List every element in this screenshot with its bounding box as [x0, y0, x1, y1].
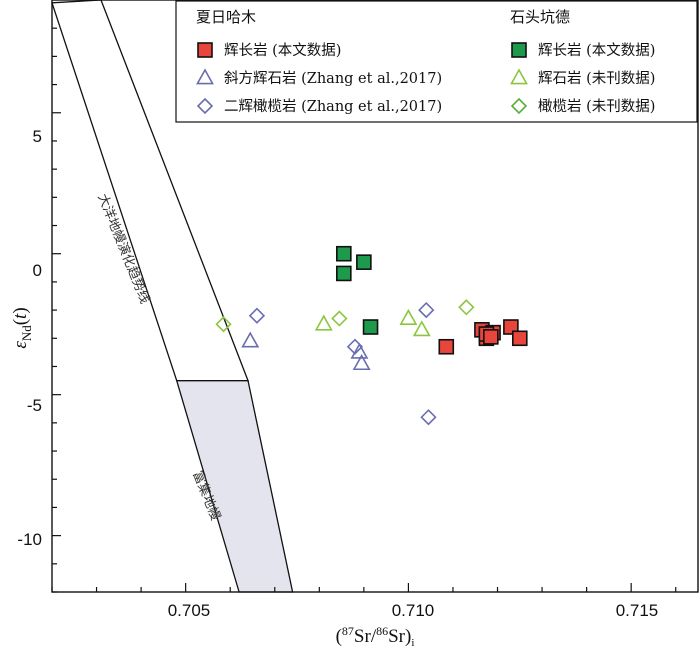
legend-label-5: 辉石岩 (未刊数据) — [538, 70, 655, 87]
data-point-triangle-1-2 — [352, 354, 371, 371]
legend-label-3: 二辉橄榄岩 (Zhang et al.,2017) — [224, 98, 442, 115]
y-axis-title: εNd(t) — [10, 307, 34, 348]
y-tick-label-minus5: -5 — [27, 396, 42, 415]
legend-group-1-title: 夏日哈木 — [196, 8, 256, 26]
legend-label-2: 斜方辉石岩 (Zhang et al.,2017) — [224, 70, 442, 87]
x-tick-label-0715: 0.715 — [616, 601, 659, 620]
data-point-triangle-1-1 — [350, 342, 369, 359]
y-tick-label-0: 0 — [33, 261, 42, 280]
legend-group-2-title: 石头坑德 — [510, 8, 570, 26]
data-point-diamond-2-0 — [248, 307, 266, 324]
data-point-square-3-0 — [336, 245, 352, 262]
data-point-diamond-5-1 — [331, 310, 348, 327]
data-point-diamond-5-0 — [215, 316, 232, 333]
legend-label-4: 辉长岩 (本文数据) — [538, 42, 655, 59]
trend-annotation: 大洋地幔演化趋势线 — [94, 192, 153, 306]
legend-marker-1 — [197, 42, 213, 58]
data-point-triangle-4-2 — [412, 320, 431, 337]
legend-label-1: 辉长岩 (本文数据) — [224, 42, 341, 59]
data-point-square-3-2 — [356, 254, 372, 270]
data-point-diamond-2-1 — [346, 338, 364, 355]
legend-marker-3 — [196, 97, 214, 115]
data-point-diamond-2-2 — [418, 301, 435, 319]
x-axis-title: (87Sr/86Sr)i — [336, 624, 415, 649]
data-point-square-0-6 — [511, 330, 528, 347]
data-points — [215, 245, 528, 426]
legend-box — [175, 0, 698, 123]
data-point-triangle-4-0 — [314, 314, 333, 331]
x-tick-label-0705: 0.705 — [168, 601, 211, 620]
legend-marker-2 — [196, 68, 214, 85]
legend-markers — [196, 42, 528, 115]
data-point-triangle-1-0 — [241, 331, 260, 348]
legend-marker-4 — [511, 42, 527, 58]
data-point-square-3-3 — [362, 319, 379, 335]
legend-label-6: 橄榄岩 (未刊数据) — [538, 98, 655, 115]
x-tick-label-0710: 0.710 — [392, 601, 435, 620]
axis-ticks — [51, 0, 677, 593]
data-point-square-0-0 — [438, 338, 455, 355]
y-tick-label-5: 5 — [33, 127, 42, 146]
plot-frame — [51, 0, 699, 593]
data-point-diamond-5-2 — [458, 299, 475, 316]
y-tick-label-minus10: -10 — [17, 530, 42, 549]
oceanic-mantle-trend-band — [51, 0, 249, 382]
data-point-square-3-1 — [336, 265, 352, 282]
legend-marker-6 — [510, 97, 528, 115]
legend-marker-5 — [510, 68, 528, 85]
data-point-square-0-7 — [483, 329, 499, 345]
svg-text:εNd(t): εNd(t) — [10, 307, 34, 348]
data-point-triangle-4-1 — [399, 308, 418, 325]
data-point-diamond-2-3 — [420, 409, 437, 426]
